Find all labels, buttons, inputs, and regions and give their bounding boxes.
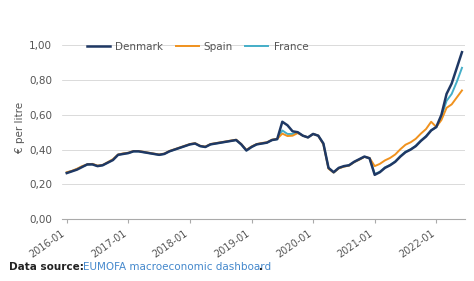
Legend: Denmark, Spain, France: Denmark, Spain, France (87, 42, 308, 52)
Y-axis label: € per litre: € per litre (15, 102, 25, 153)
Text: Data source:: Data source: (9, 262, 88, 272)
Text: EUMOFA macroeconomic dashboard: EUMOFA macroeconomic dashboard (83, 262, 271, 272)
Text: .: . (259, 262, 263, 272)
